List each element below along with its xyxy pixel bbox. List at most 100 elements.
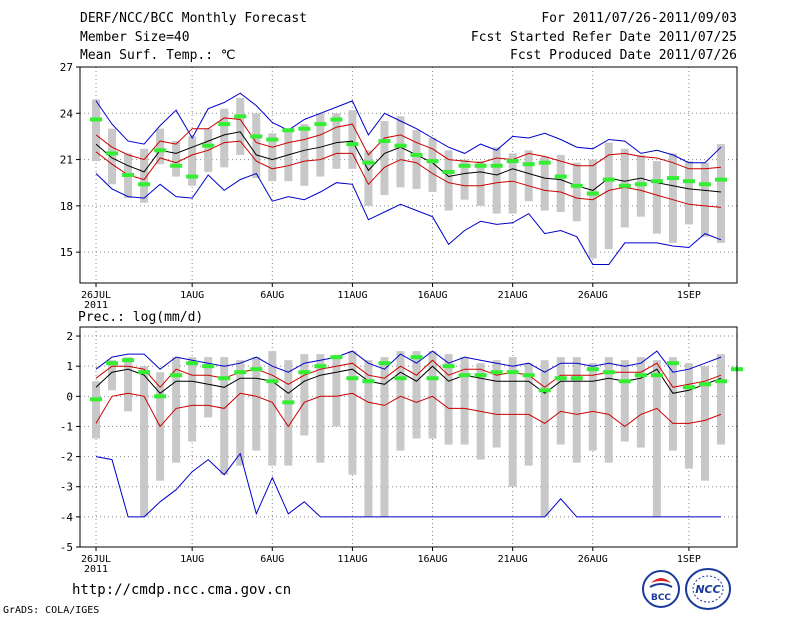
prec-spread-box <box>508 357 517 487</box>
temp-mode-marker <box>522 162 535 167</box>
temp-mode-marker <box>506 159 519 164</box>
chart-title: DERF/NCC/BCC Monthly Forecast <box>80 11 307 26</box>
prec-mode-marker <box>378 361 391 366</box>
prec-spread-box <box>188 357 197 442</box>
temp-mode-marker <box>410 152 423 157</box>
precip-title: Prec.: log(mm/d) <box>78 310 204 325</box>
prec-ytick-label: -4 <box>60 511 74 524</box>
prec-mode-marker <box>234 370 247 375</box>
prec-spread-box <box>588 363 597 451</box>
prec-spread-box <box>700 366 709 481</box>
temp-mode-marker <box>154 148 167 153</box>
temp-mode-marker <box>170 163 183 168</box>
prec-spread-box <box>572 357 581 463</box>
prec-mode-marker <box>90 397 103 402</box>
temp-ytick-label: 24 <box>60 107 74 120</box>
produced-date: Fcst Produced Date 2011/07/26 <box>510 48 737 63</box>
prec-mode-marker <box>554 376 567 381</box>
prec-spread-box <box>652 360 661 517</box>
temp-mode-marker <box>122 173 135 177</box>
temp-mode-marker <box>362 160 375 165</box>
temp-spread-box <box>300 124 309 186</box>
temp-spread-box <box>668 153 677 243</box>
temp-mode-marker <box>698 182 711 187</box>
prec-mode-marker <box>394 376 407 381</box>
temp-ytick-label: 27 <box>60 61 73 74</box>
prec-mode-marker <box>490 370 503 375</box>
temp-lower-line <box>95 140 722 208</box>
prec-mode-marker <box>538 388 551 393</box>
temp-mode-marker <box>234 114 247 119</box>
ncc-logo: NCC <box>684 567 732 611</box>
temp-spread-box <box>572 162 581 222</box>
bcc-logo-text: BCC <box>651 593 671 603</box>
temp-mode-marker <box>570 183 583 188</box>
temp-mode-marker <box>266 137 279 142</box>
prec-mode-marker <box>586 367 599 372</box>
temp-xtick-label: 1AUG <box>180 290 204 301</box>
temp-spread-box <box>364 150 373 206</box>
prec-spread-box <box>124 357 133 412</box>
temp-mode-marker <box>426 159 439 164</box>
temp-spread-box <box>92 99 101 162</box>
temp-mode-marker <box>106 151 119 156</box>
prec-xtick-label: 26AUG <box>578 554 608 565</box>
prec-mode-marker <box>298 370 311 375</box>
started-date: Fcst Started Refer Date 2011/07/25 <box>470 30 737 45</box>
temp-ytick-label: 15 <box>60 246 73 259</box>
temp-ytick-label: 18 <box>60 200 73 213</box>
prec-ytick-label: -5 <box>60 541 73 554</box>
footer-credit: GrADS: COLA/IGES <box>3 605 100 616</box>
temp-mode-marker <box>602 177 615 182</box>
temp-ytick-label: 21 <box>60 154 73 167</box>
temp-mode-marker <box>218 122 231 127</box>
prec-spread-box <box>444 354 453 445</box>
prec-spread-box <box>556 357 565 445</box>
prec-spread-box <box>620 360 629 442</box>
prec-mode-marker <box>410 355 423 360</box>
prec-mode-marker <box>714 379 727 384</box>
footer-url[interactable]: http://cmdp.ncc.cma.gov.cn <box>72 582 292 598</box>
temp-mode-marker <box>666 176 679 181</box>
temp-spread-box <box>460 159 469 200</box>
temp-mode-marker <box>586 191 599 196</box>
temp-spread-box <box>556 154 565 213</box>
prec-xtick-label: 11AUG <box>337 554 367 565</box>
prec-ytick-label: -3 <box>60 481 73 494</box>
prec-spread-box <box>428 351 437 439</box>
prec-mode-marker <box>474 373 487 378</box>
temp-spread-box <box>716 144 725 243</box>
prec-ytick-label: 2 <box>66 330 73 343</box>
temp-mean-line <box>95 131 722 193</box>
prec-spread-box <box>716 354 725 445</box>
prec-spread-box <box>396 351 405 451</box>
prec-upper-line <box>95 359 722 389</box>
prec-mode-marker <box>666 361 679 366</box>
temp-mode-marker <box>298 126 311 131</box>
prec-mode-marker <box>362 379 375 384</box>
prec-mean-line <box>95 365 722 394</box>
temp-mode-marker <box>138 182 151 187</box>
temp-year-label: 2011 <box>84 300 108 311</box>
forecast-period: For 2011/07/26-2011/09/03 <box>541 11 737 26</box>
prec-spread-box <box>140 366 149 517</box>
temp-xtick-label: 6AUG <box>260 290 284 301</box>
temp-xtick-label: 16AUG <box>417 290 447 301</box>
prec-mode-marker <box>154 394 167 399</box>
temp-spread-box <box>316 113 325 177</box>
prec-spread-box <box>236 360 245 466</box>
prec-xtick-label: 16AUG <box>417 554 447 565</box>
temp-mode-marker <box>490 163 503 168</box>
temp-spread-box <box>396 116 405 188</box>
temp-frame <box>79 66 738 284</box>
temp-spread-box <box>236 97 245 155</box>
prec-mode-marker <box>570 376 583 381</box>
temp-mode-marker <box>634 182 647 187</box>
prec-mode-marker <box>506 370 519 375</box>
temp-mode-marker <box>282 128 295 133</box>
prec-spread-box <box>668 357 677 451</box>
temp-spread-box <box>652 161 661 234</box>
prec-xtick-label: 1SEP <box>677 554 701 565</box>
temp-spread-box <box>284 130 293 182</box>
